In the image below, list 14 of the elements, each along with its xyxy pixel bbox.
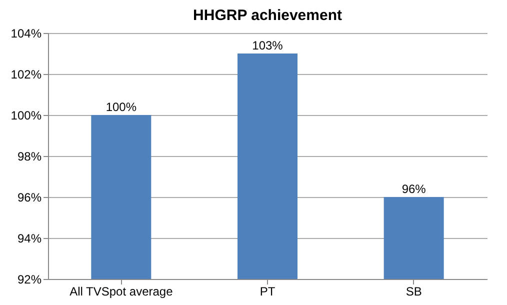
y-tick-label: 92% (17, 272, 42, 286)
data-label: 103% (252, 38, 284, 52)
data-label: 96% (402, 182, 426, 196)
x-tick-label: All TVSpot average (70, 284, 174, 298)
chart-title: HHGRP achievement (193, 7, 342, 24)
y-tick-label: 98% (17, 150, 42, 164)
x-tick-label: PT (260, 284, 276, 298)
y-tick-label: 104% (10, 26, 42, 40)
y-tick-label: 100% (10, 108, 42, 122)
y-tick-label: 96% (17, 190, 42, 204)
x-tick-label: SB (406, 284, 422, 298)
y-tick-label: 94% (17, 232, 42, 246)
data-label: 100% (106, 100, 137, 114)
y-tick-label: 102% (10, 68, 42, 82)
